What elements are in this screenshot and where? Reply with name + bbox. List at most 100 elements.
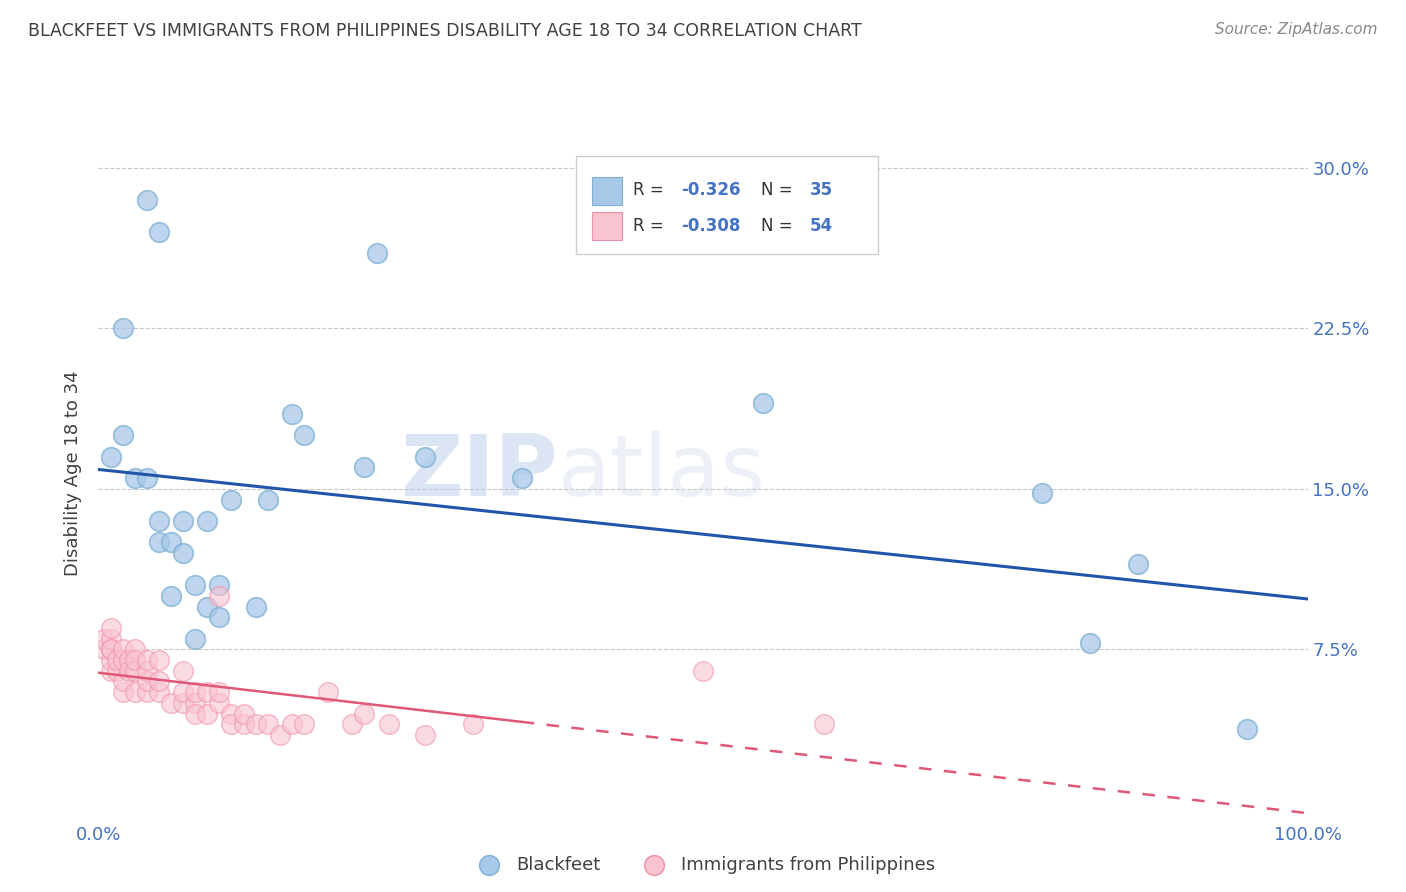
Point xyxy=(232,706,254,721)
Point xyxy=(124,653,146,667)
Point xyxy=(135,674,157,689)
Point xyxy=(172,664,194,678)
Point xyxy=(118,664,141,678)
Point xyxy=(510,471,533,485)
Point xyxy=(292,428,315,442)
Text: 35: 35 xyxy=(810,181,832,199)
Point xyxy=(100,450,122,464)
Point xyxy=(184,632,207,646)
Point xyxy=(377,717,399,731)
Point xyxy=(692,664,714,678)
Point xyxy=(413,728,436,742)
Point xyxy=(172,696,194,710)
Point xyxy=(100,621,122,635)
Point xyxy=(413,450,436,464)
Point xyxy=(135,193,157,207)
Point xyxy=(105,664,128,678)
Text: -0.308: -0.308 xyxy=(682,217,741,235)
Point xyxy=(195,514,218,528)
Point xyxy=(100,632,122,646)
Point xyxy=(245,599,267,614)
Point xyxy=(256,717,278,731)
Text: Source: ZipAtlas.com: Source: ZipAtlas.com xyxy=(1215,22,1378,37)
Point xyxy=(124,642,146,657)
Point xyxy=(1128,557,1150,571)
Point xyxy=(316,685,339,699)
Point xyxy=(256,492,278,507)
Point xyxy=(221,706,243,721)
Point xyxy=(111,321,134,335)
Text: N =: N = xyxy=(761,217,799,235)
Point xyxy=(813,717,835,731)
Point xyxy=(160,589,183,603)
Point xyxy=(208,589,231,603)
Point xyxy=(100,664,122,678)
Text: atlas: atlas xyxy=(558,431,766,515)
Point xyxy=(172,546,194,560)
Point xyxy=(148,674,170,689)
FancyBboxPatch shape xyxy=(592,212,621,240)
Point xyxy=(208,696,231,710)
Point xyxy=(463,717,485,731)
Point xyxy=(111,428,134,442)
Point xyxy=(353,706,375,721)
Point xyxy=(184,696,207,710)
Point xyxy=(281,407,304,421)
Point xyxy=(281,717,304,731)
Point xyxy=(135,664,157,678)
Point xyxy=(221,717,243,731)
Point xyxy=(93,632,115,646)
Point xyxy=(221,492,243,507)
Point xyxy=(100,642,122,657)
Point xyxy=(135,471,157,485)
Text: R =: R = xyxy=(633,217,669,235)
Point xyxy=(1236,722,1258,736)
Point xyxy=(184,578,207,592)
Point xyxy=(105,653,128,667)
Point xyxy=(135,653,157,667)
Point xyxy=(148,535,170,549)
Point xyxy=(366,246,388,260)
Point xyxy=(148,653,170,667)
Point xyxy=(124,664,146,678)
Point xyxy=(195,685,218,699)
Legend: Blackfeet, Immigrants from Philippines: Blackfeet, Immigrants from Philippines xyxy=(464,849,942,881)
Point xyxy=(1078,636,1101,650)
Point xyxy=(111,685,134,699)
Text: -0.326: -0.326 xyxy=(682,181,741,199)
Point xyxy=(752,396,775,410)
FancyBboxPatch shape xyxy=(592,177,621,205)
Point xyxy=(208,610,231,624)
Point xyxy=(111,674,134,689)
Point xyxy=(148,685,170,699)
Point xyxy=(93,642,115,657)
Text: N =: N = xyxy=(761,181,799,199)
Point xyxy=(232,717,254,731)
Point xyxy=(111,642,134,657)
Point xyxy=(208,578,231,592)
Point xyxy=(172,514,194,528)
Point xyxy=(172,685,194,699)
Point xyxy=(100,642,122,657)
Text: R =: R = xyxy=(633,181,669,199)
Point xyxy=(353,460,375,475)
Point xyxy=(148,514,170,528)
Point xyxy=(148,225,170,239)
Point xyxy=(195,599,218,614)
Point xyxy=(342,717,364,731)
Point xyxy=(160,535,183,549)
FancyBboxPatch shape xyxy=(576,156,879,253)
Point xyxy=(100,653,122,667)
Point xyxy=(111,653,134,667)
Point xyxy=(292,717,315,731)
Point xyxy=(245,717,267,731)
Text: 54: 54 xyxy=(810,217,832,235)
Text: BLACKFEET VS IMMIGRANTS FROM PHILIPPINES DISABILITY AGE 18 TO 34 CORRELATION CHA: BLACKFEET VS IMMIGRANTS FROM PHILIPPINES… xyxy=(28,22,862,40)
Point xyxy=(124,685,146,699)
Point xyxy=(1031,486,1053,500)
Point xyxy=(124,471,146,485)
Point xyxy=(184,685,207,699)
Point xyxy=(208,685,231,699)
Y-axis label: Disability Age 18 to 34: Disability Age 18 to 34 xyxy=(65,370,83,575)
Point xyxy=(269,728,291,742)
